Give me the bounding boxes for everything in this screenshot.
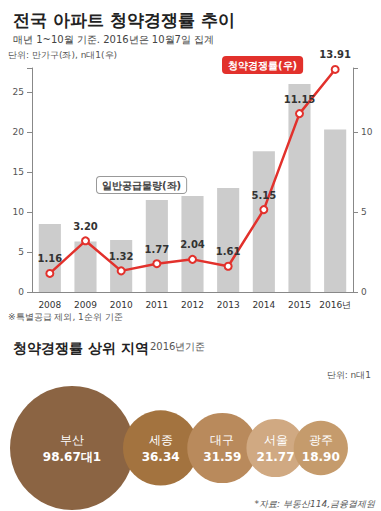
svg-text:98.67대1: 98.67대1 [43, 450, 101, 464]
svg-text:1.77: 1.77 [144, 244, 169, 255]
svg-text:13.91: 13.91 [319, 49, 351, 60]
svg-text:3.20: 3.20 [73, 221, 98, 232]
svg-text:15: 15 [13, 167, 24, 177]
svg-text:1.32: 1.32 [109, 251, 134, 262]
svg-text:5.15: 5.15 [251, 190, 276, 201]
svg-text:0: 0 [18, 287, 24, 297]
svg-text:2016년기준: 2016년기준 [150, 341, 205, 352]
svg-text:2012: 2012 [181, 300, 204, 310]
svg-text:2009: 2009 [74, 300, 97, 310]
svg-text:21.77: 21.77 [257, 450, 295, 464]
svg-text:31.59: 31.59 [203, 450, 241, 464]
svg-text:부산: 부산 [60, 433, 84, 447]
svg-text:2008: 2008 [38, 300, 61, 310]
svg-text:전국 아파트 청약경쟁률 추이: 전국 아파트 청약경쟁률 추이 [13, 10, 235, 30]
svg-text:2014: 2014 [252, 300, 275, 310]
svg-text:광주: 광주 [309, 433, 333, 447]
svg-text:단위: 만가구(좌), n대1(우): 단위: 만가구(좌), n대1(우) [8, 50, 117, 60]
svg-text:*자료: 부동산114,금융결제원: *자료: 부동산114,금융결제원 [255, 499, 376, 509]
svg-text:일반공급물량(좌): 일반공급물량(좌) [102, 180, 181, 191]
svg-text:25: 25 [13, 87, 24, 97]
svg-text:36.34: 36.34 [142, 450, 180, 464]
svg-text:※특별공급 제외, 1순위 기준: ※특별공급 제외, 1순위 기준 [8, 312, 123, 322]
svg-text:대구: 대구 [210, 433, 234, 447]
svg-text:10: 10 [13, 207, 25, 217]
svg-text:2016년: 2016년 [319, 300, 351, 310]
svg-text:2010: 2010 [110, 300, 133, 310]
svg-text:5: 5 [361, 207, 367, 217]
svg-text:18.90: 18.90 [302, 450, 340, 464]
svg-text:1.16: 1.16 [37, 253, 62, 264]
svg-text:11.15: 11.15 [284, 94, 316, 105]
svg-text:2011: 2011 [145, 300, 168, 310]
svg-text:2.04: 2.04 [180, 239, 205, 250]
svg-text:5: 5 [18, 247, 24, 257]
svg-text:서울: 서울 [264, 433, 288, 447]
svg-text:2015: 2015 [288, 300, 311, 310]
svg-text:2013: 2013 [217, 300, 240, 310]
svg-text:단위: n대1: 단위: n대1 [327, 370, 371, 380]
svg-text:청약경쟁률(우): 청약경쟁률(우) [228, 60, 297, 71]
svg-text:0: 0 [361, 287, 367, 297]
svg-text:10: 10 [361, 127, 373, 137]
svg-text:매년 1~10월 기준. 2016년은 10월7일 집계: 매년 1~10월 기준. 2016년은 10월7일 집계 [13, 34, 214, 45]
svg-text:20: 20 [13, 127, 25, 137]
svg-text:1.61: 1.61 [216, 246, 241, 257]
svg-text:세종: 세종 [149, 433, 173, 447]
svg-text:청약경쟁률 상위 지역: 청약경쟁률 상위 지역 [13, 340, 149, 356]
